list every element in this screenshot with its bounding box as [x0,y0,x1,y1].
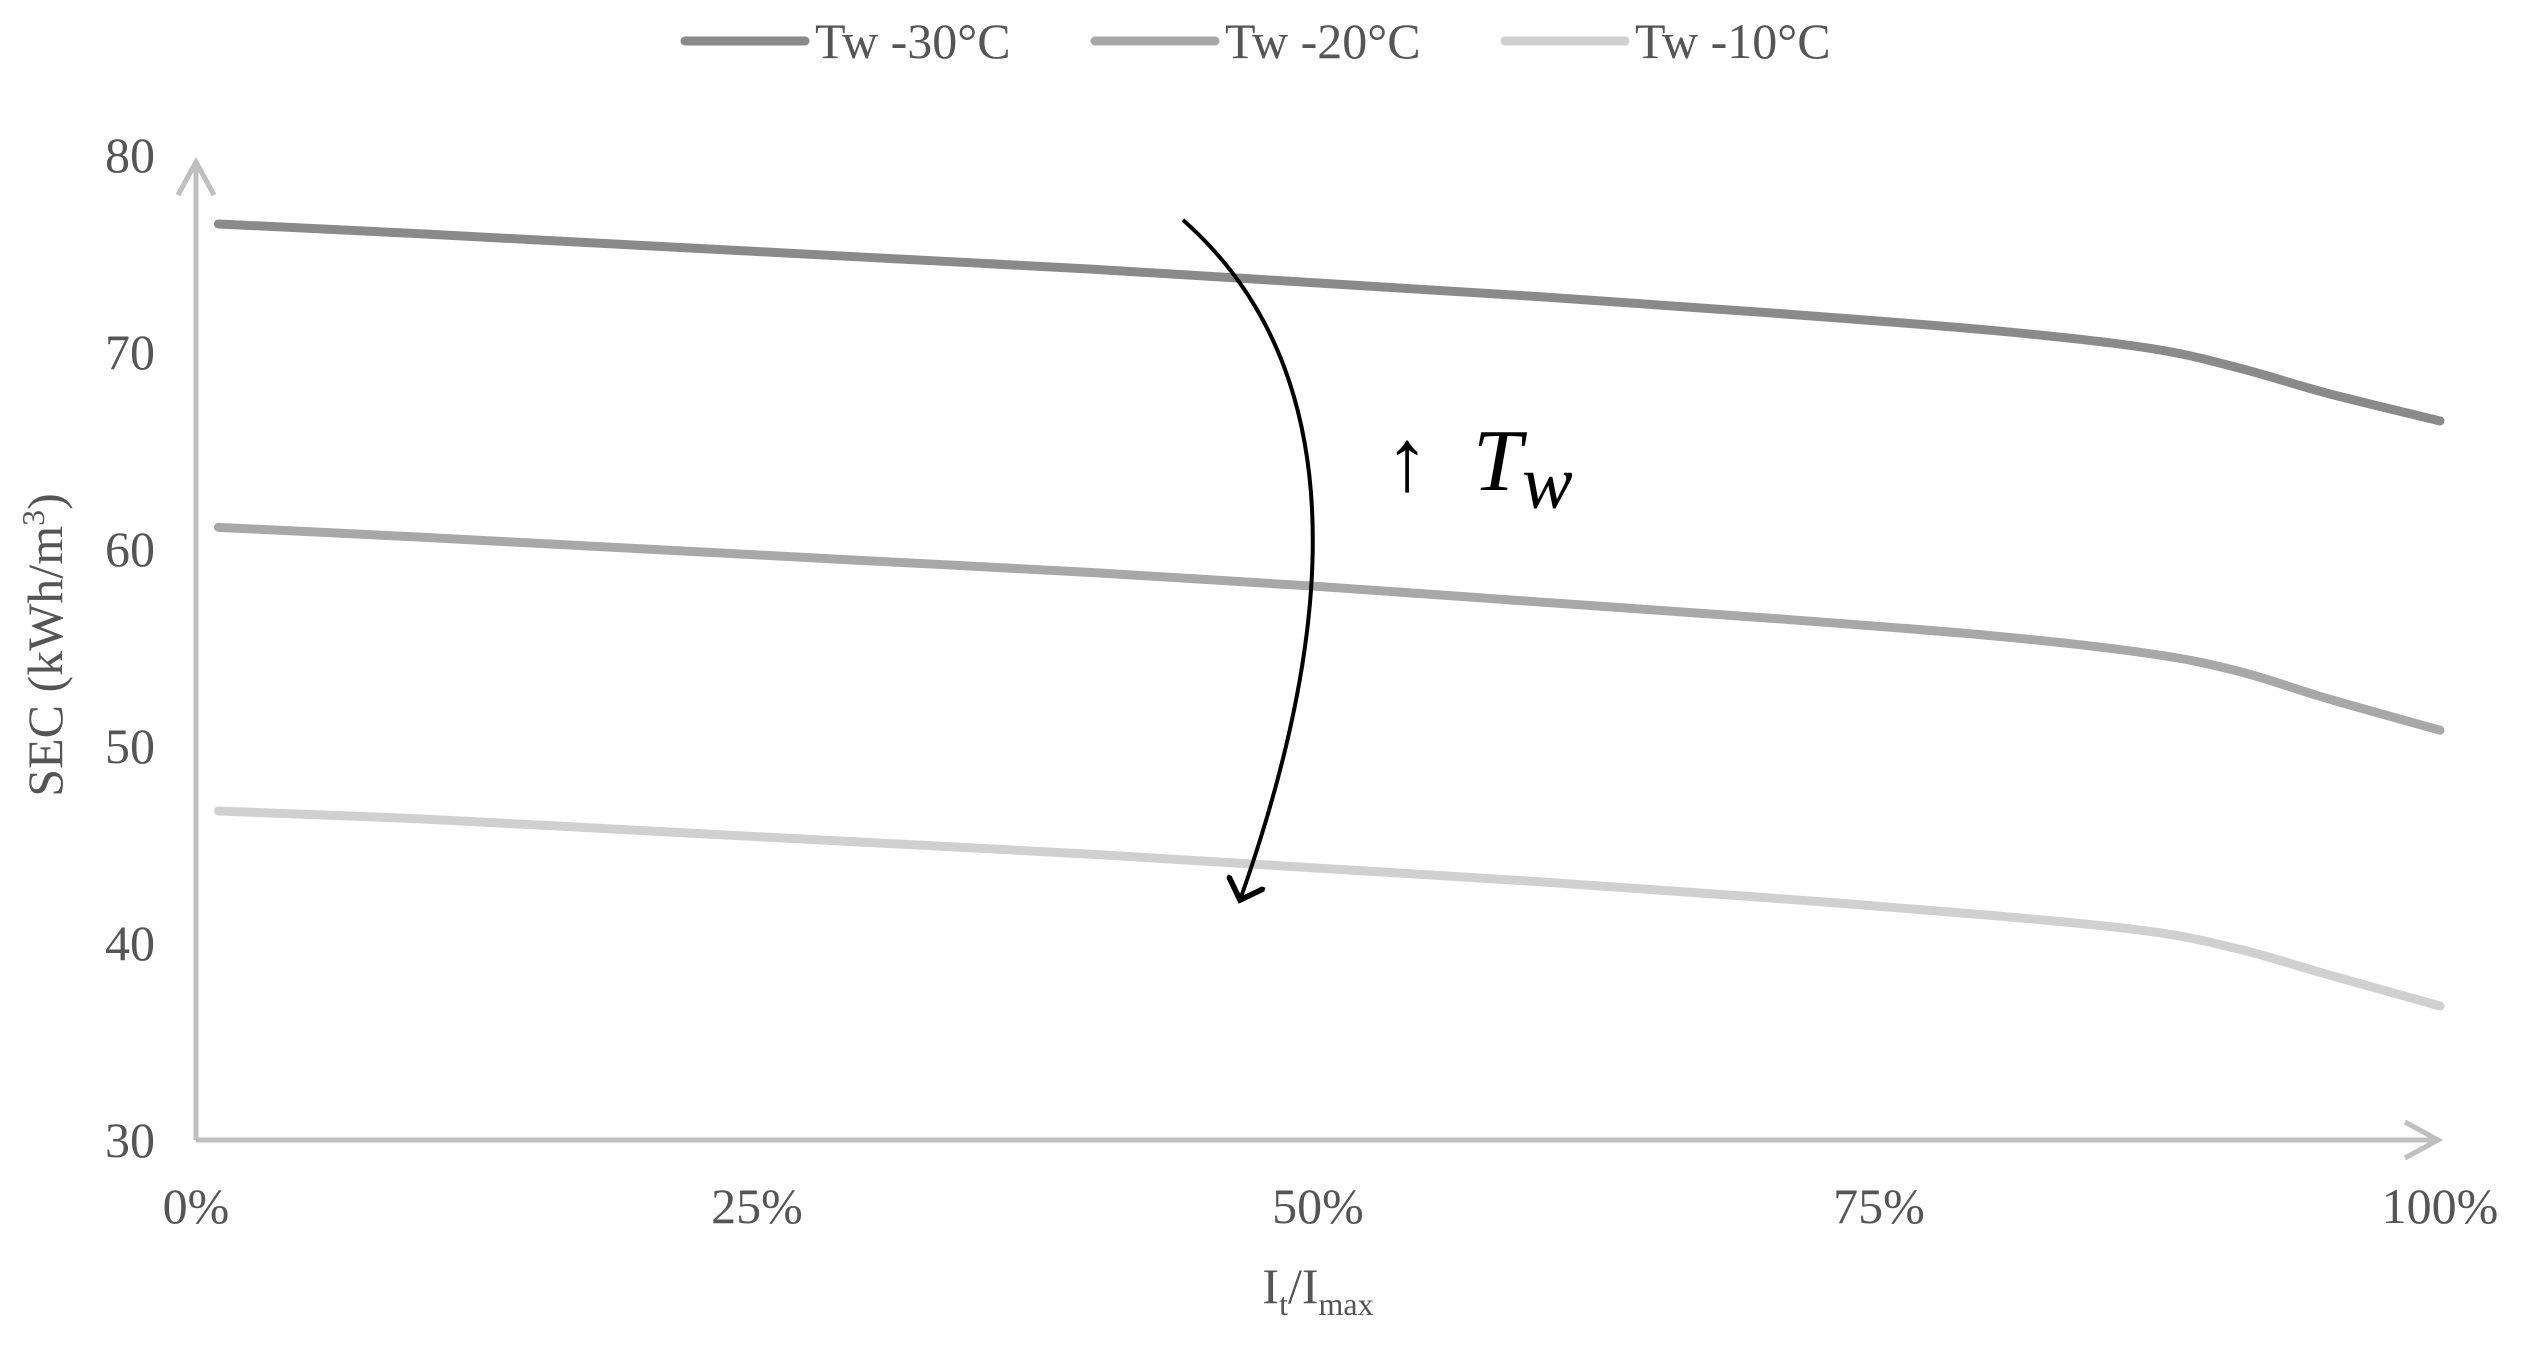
y-tick-label: 60 [105,521,155,577]
y-axis-title-sup: 3 [15,510,51,526]
x-axis-title: It/Imax [1262,1258,1373,1322]
x-tick-label: 75% [1833,1178,1925,1234]
x-axis-title-sub1: t [1279,1286,1288,1322]
y-tick-label: 30 [105,1112,155,1168]
x-axis-title-i1: I [1262,1258,1279,1314]
legend: Tw -30°C Tw -20°C Tw -10°C [680,13,1831,69]
legend-label-3: Tw -10°C [1635,13,1831,69]
y-axis-arrowhead [175,156,217,197]
x-axis-ticks: 0% 25% 50% 75% 100% [163,1178,2499,1234]
series-line-3 [213,806,2445,1011]
series-line-2 [213,522,2445,735]
series-line-1 [213,219,2445,426]
tw-annotation-label: ↑ Tw [1385,413,1573,525]
x-tick-label: 100% [2382,1178,2499,1234]
tw-increase-arrow [1181,218,1315,900]
x-tick-label: 25% [711,1178,803,1234]
y-axis-title-main: SEC (kWh/m [17,526,73,797]
y-tick-label: 70 [105,324,155,380]
x-axis-arrowhead [2403,1119,2444,1161]
x-axis-title-slash: /I [1288,1258,1319,1314]
tw-annotation-w: w [1522,441,1573,525]
x-tick-label: 50% [1272,1178,1364,1234]
tw-annotation-t: T [1473,413,1528,510]
tw-annotation-arrow: ↑ [1385,413,1429,510]
y-axis-title-close: ) [17,493,73,510]
axes [175,156,2444,1161]
x-tick-label: 0% [163,1178,230,1234]
y-axis-title: SEC (kWh/m3) [15,493,73,796]
y-tick-label: 80 [105,127,155,183]
y-tick-label: 40 [105,915,155,971]
y-tick-label: 50 [105,718,155,774]
y-axis-ticks: 30 40 50 60 70 80 [105,127,155,1168]
series-lines [213,219,2445,1011]
legend-label-2: Tw -20°C [1225,13,1421,69]
legend-label-1: Tw -30°C [815,13,1011,69]
x-axis-title-sub2: max [1319,1286,1374,1322]
